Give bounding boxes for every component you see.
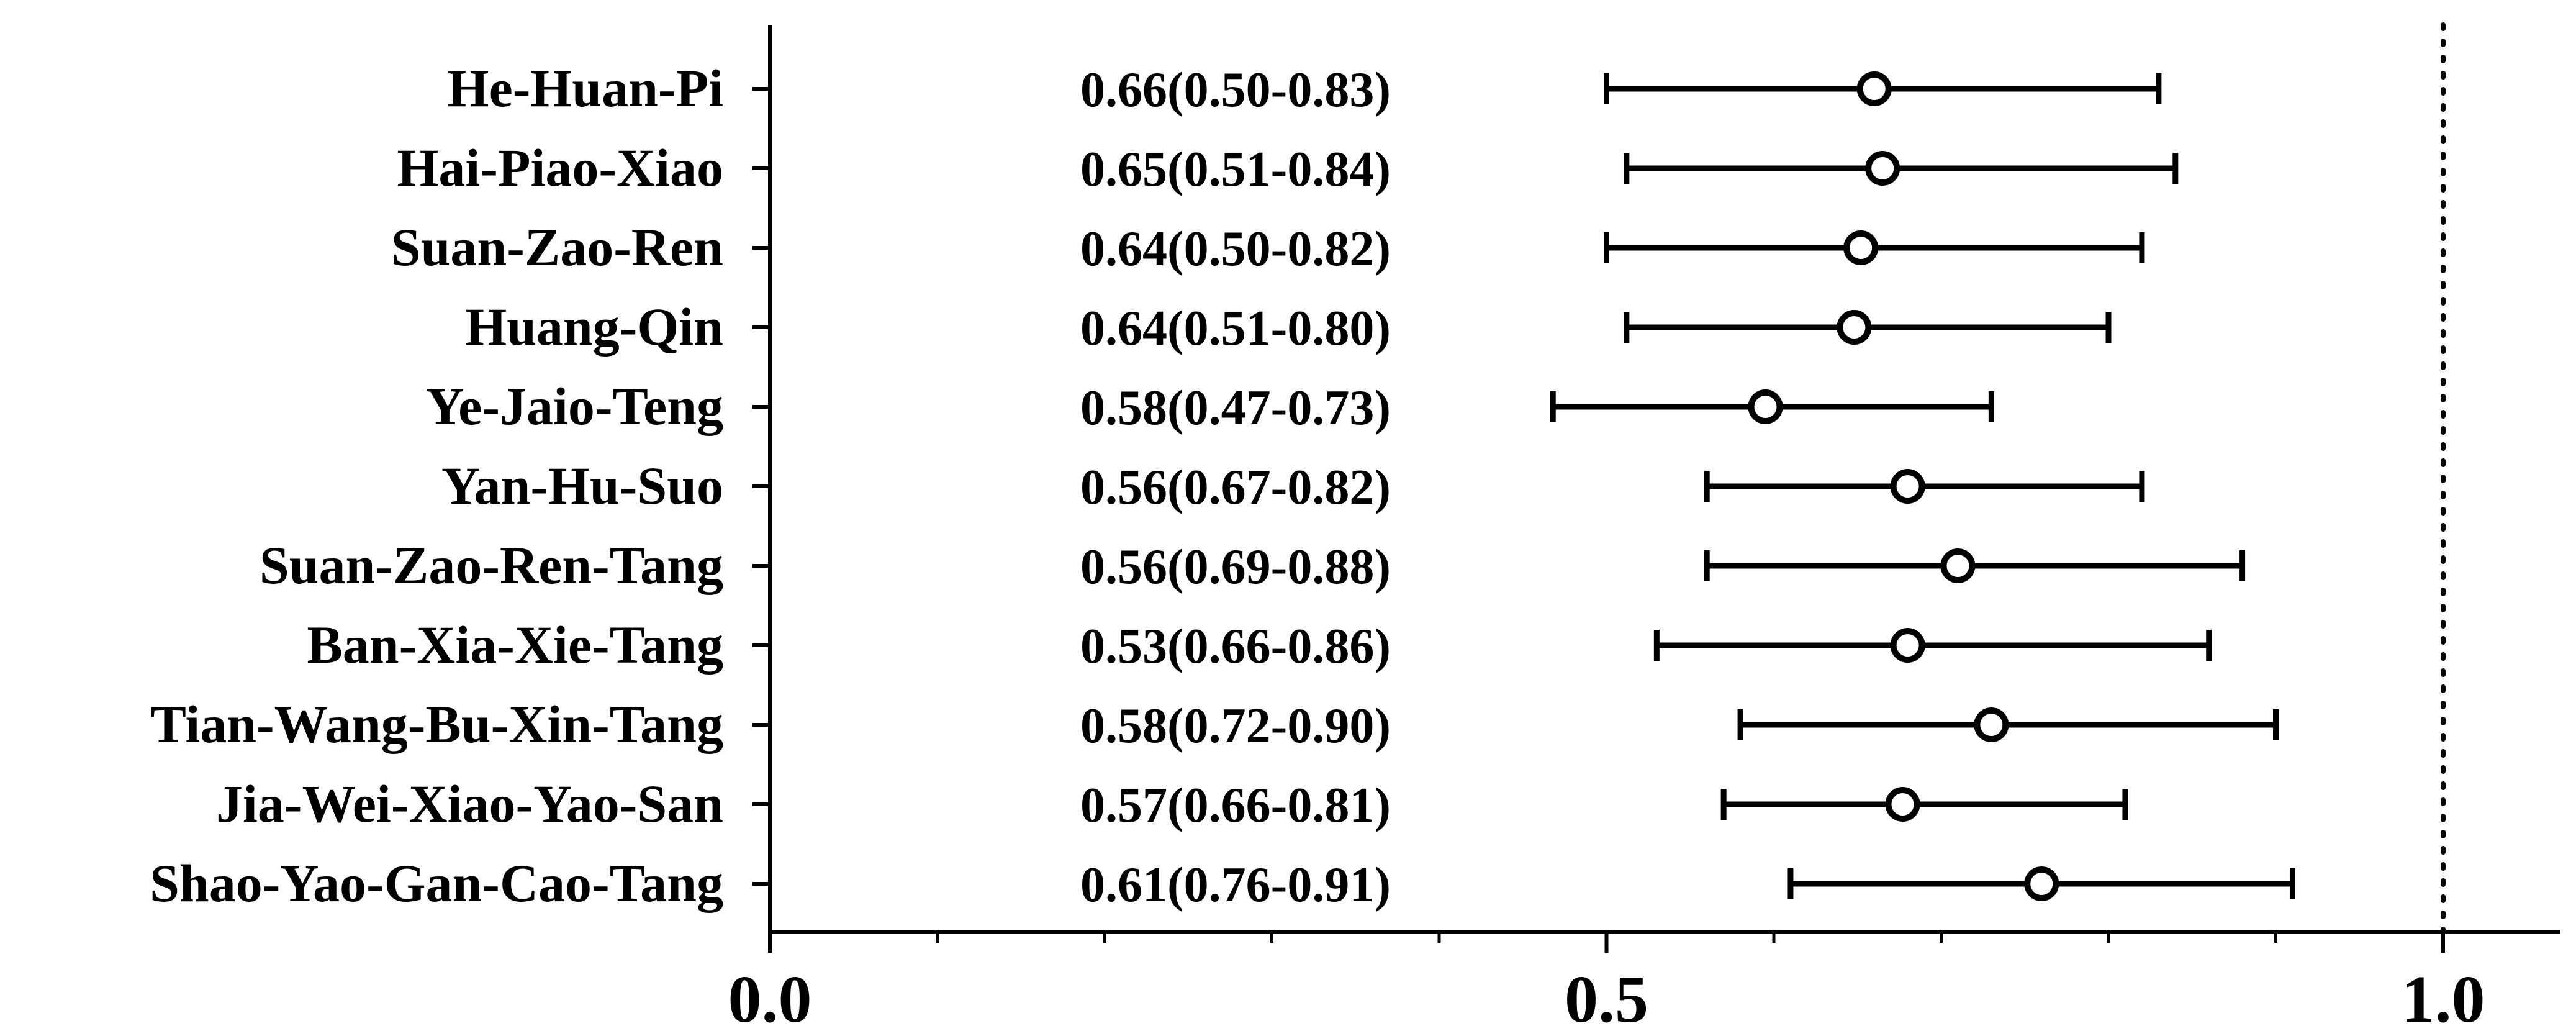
row-annotation: 0.64(0.50-0.82) (1080, 222, 1391, 276)
row-label: Jia-Wei-Xiao-Yao-San (216, 774, 723, 834)
row-labels: He-Huan-Pi Hai-Piao-Xiao Suan-Zao-Ren Huang… (150, 58, 723, 913)
row-annotation: 0.53(0.66-0.86) (1080, 619, 1391, 674)
x-tick-label: 0.0 (728, 963, 812, 1033)
row-annotation: 0.56(0.67-0.82) (1080, 460, 1391, 515)
row-label: Shao-Yao-Gan-Cao-Tang (150, 853, 723, 913)
x-axis-ticks: 0.0 0.5 1.0 (728, 932, 2485, 1036)
row-annotation: 0.58(0.72-0.90) (1080, 699, 1391, 753)
row-annotations: 0.66(0.50-0.83) 0.65(0.51-0.84) 0.64(0.50-… (1080, 63, 1391, 912)
row-annotation: 0.66(0.50-0.83) (1080, 63, 1391, 117)
row-annotation: 0.61(0.76-0.91) (1080, 858, 1391, 912)
row-label: Hai-Piao-Xiao (397, 138, 724, 198)
row-label: Huang-Qin (465, 297, 723, 357)
axes (752, 25, 2560, 934)
estimate-marker (1890, 469, 1925, 504)
estimate-marker (1865, 151, 1900, 186)
estimate-marker (1885, 787, 1920, 822)
row-annotation: 0.65(0.51-0.84) (1080, 142, 1391, 197)
row-label: Ye-Jaio-Teng (426, 376, 723, 436)
row-label: Suan-Zao-Ren-Tang (260, 535, 723, 595)
row-label: Ban-Xia-Xie-Tang (307, 615, 723, 675)
estimate-marker (1974, 707, 2009, 742)
x-tick-label: 0.5 (1565, 963, 1648, 1033)
row-label: Tian-Wang-Bu-Xin-Tang (151, 694, 723, 754)
estimate-marker (1843, 230, 1879, 265)
row-annotation: 0.64(0.51-0.80) (1080, 301, 1391, 356)
row-annotation: 0.56(0.69-0.88) (1080, 540, 1391, 594)
estimate-marker (1856, 71, 1892, 106)
estimate-marker (2024, 866, 2059, 901)
estimate-marker (1890, 628, 1925, 663)
x-tick-label: 1.0 (2402, 963, 2485, 1033)
row-label: He-Huan-Pi (448, 58, 723, 118)
estimate-marker (1837, 310, 1872, 345)
row-label: Suan-Zao-Ren (391, 217, 723, 277)
estimate-marker (1748, 389, 1783, 424)
row-label: Yan-Hu-Suo (441, 456, 723, 516)
row-annotation: 0.58(0.47-0.73) (1080, 381, 1391, 435)
row-annotation: 0.57(0.66-0.81) (1080, 778, 1391, 833)
estimate-marker (1940, 548, 1976, 583)
row-marks (1550, 71, 2295, 901)
